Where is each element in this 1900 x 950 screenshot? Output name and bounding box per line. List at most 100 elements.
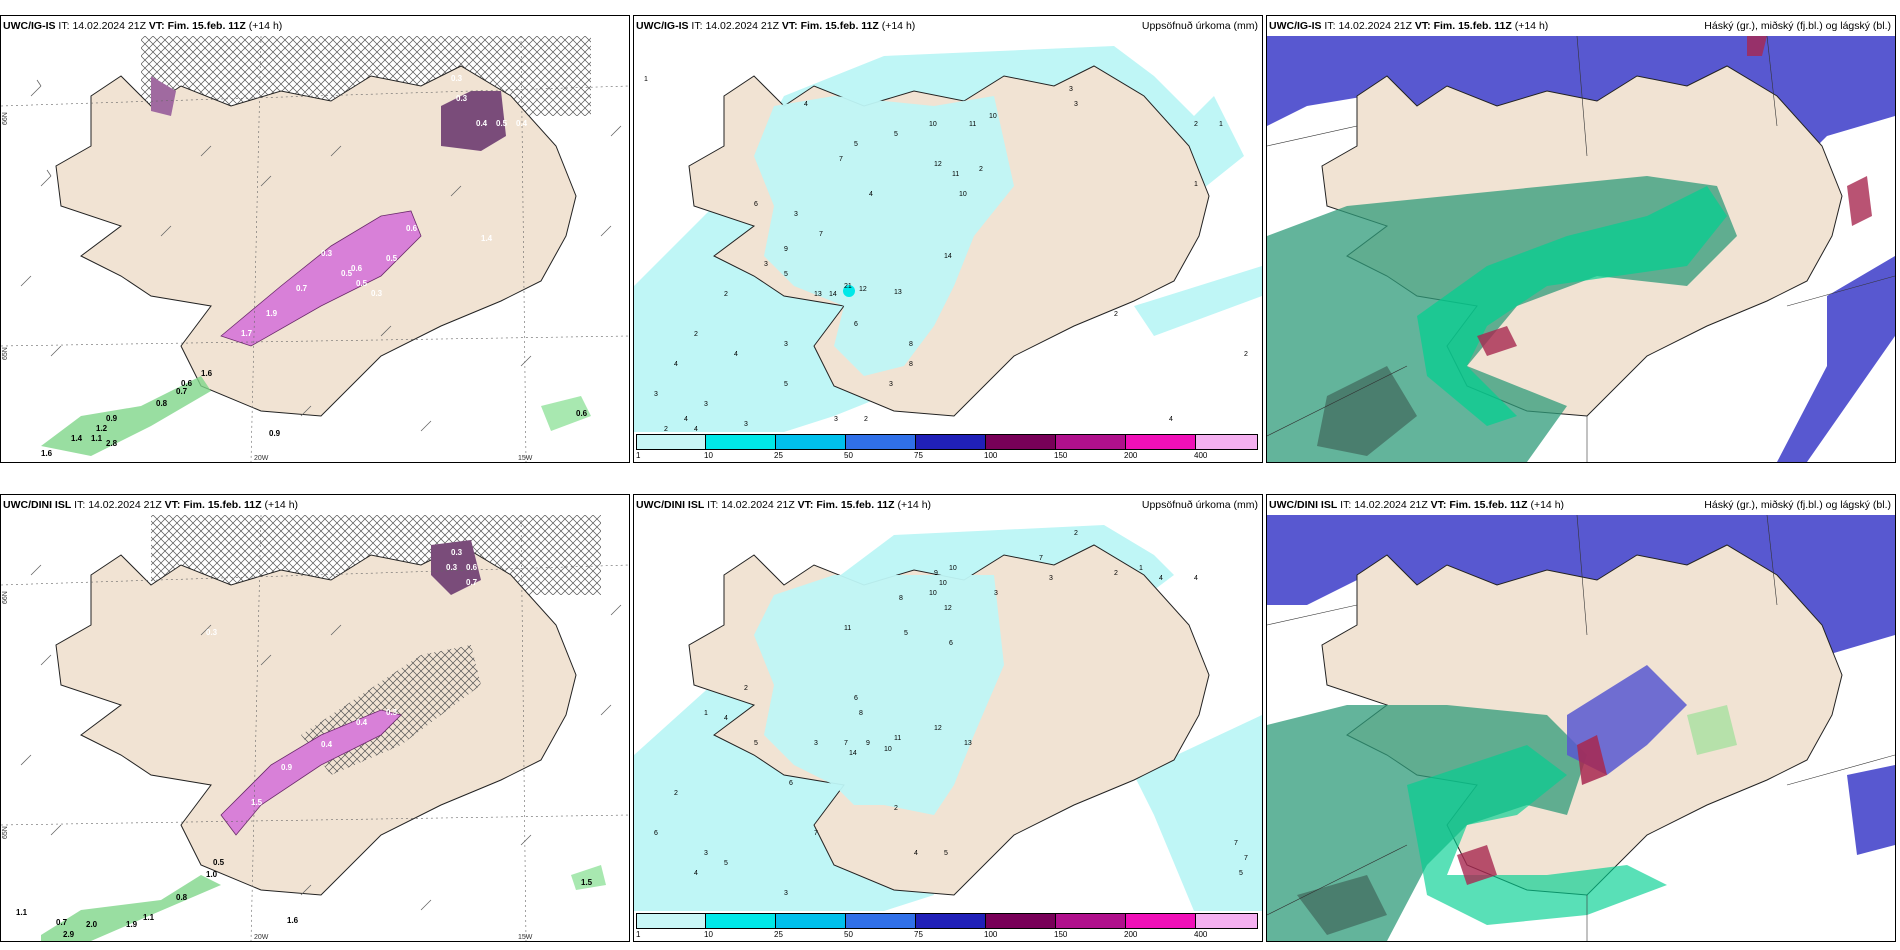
precip-label: 1.4	[71, 434, 83, 443]
precip-value: 7	[819, 231, 823, 238]
precip-value: 3	[814, 740, 818, 747]
colorbar-swatch	[706, 434, 776, 450]
it-label: IT:	[1340, 499, 1352, 511]
green-precip-2	[541, 396, 591, 431]
snow-label: 0.3	[386, 708, 398, 717]
panel-header: UWC/DINI ISL IT: 14.02.2024 21Z VT: Fim.…	[1267, 495, 1895, 515]
precip-max-cell	[843, 285, 855, 297]
colorbar-swatch	[1056, 434, 1126, 450]
colorbar-swatch	[916, 913, 986, 929]
precip-label: 1.1	[16, 908, 28, 917]
snow-label: 0.5	[341, 269, 353, 278]
precip-value: 4	[694, 426, 698, 433]
lat-label-65n: 65N	[2, 826, 9, 839]
precip-value: 11	[844, 625, 851, 632]
precip-value: 3	[704, 401, 708, 408]
init-time: 14.02.2024 21Z	[721, 499, 795, 511]
high-cloud-light	[1687, 705, 1737, 755]
snow-area-north	[431, 540, 481, 595]
vt-label: VT:	[148, 20, 165, 32]
colorbar-tick: 200	[1124, 930, 1138, 939]
precip-value: 2	[664, 426, 668, 433]
colorbar-swatch	[986, 434, 1056, 450]
colorbar-swatch	[636, 913, 706, 929]
vt-label: VT:	[1430, 499, 1447, 511]
precip-area-over-land	[754, 96, 1014, 376]
init-time: 14.02.2024 21Z	[72, 20, 146, 32]
precip-colorbar: 1 10 25 50 75 100 150 200 400	[634, 432, 1262, 462]
precip-value: 6	[754, 201, 758, 208]
snow-label: 0.3	[206, 628, 218, 637]
precip-label: 1.6	[287, 916, 299, 925]
field-title: Háský (gr.), miðský (fj.bl.) og lágský (…	[1704, 499, 1891, 511]
colorbar-tick: 75	[914, 451, 923, 460]
precip-label: 1.6	[41, 449, 53, 458]
precip-value: 5	[894, 131, 898, 138]
precip-value: 1	[704, 710, 708, 717]
mid-cloud-red-s	[1457, 845, 1497, 885]
colorbar-swatch	[706, 913, 776, 929]
precip-label: 0.6	[181, 379, 193, 388]
precip-value: 3	[834, 416, 838, 423]
precip-label: 0.8	[176, 893, 188, 902]
panel-header: UWC/IG-IS IT: 14.02.2024 21Z VT: Fim. 15…	[1267, 16, 1895, 36]
low-cloud-east	[1847, 765, 1895, 855]
snow-label: 0.7	[466, 578, 478, 587]
precip-value: 4	[674, 361, 678, 368]
init-time: 14.02.2024 21Z	[88, 499, 162, 511]
colorbar-tick: 150	[1054, 451, 1068, 460]
field-title: Uppsöfnuð úrkoma (mm)	[1141, 20, 1258, 32]
snow-area-north	[441, 91, 506, 151]
precip-value: 9	[934, 570, 938, 577]
precip-value: 9	[784, 246, 788, 253]
panel-header: UWC/IG-IS IT: 14.02.2024 21Z VT: Fim. 15…	[1, 16, 629, 36]
model-name: UWC/IG-IS	[1269, 20, 1322, 32]
panel-header: UWC/DINI ISL IT: 14.02.2024 21Z VT: Fim.…	[634, 495, 1262, 515]
snow-label: 1.7	[241, 329, 253, 338]
lon-label-20w: 20W	[254, 455, 269, 462]
precip-label: 1.5	[581, 878, 593, 887]
precip-value: 11	[969, 121, 976, 128]
snow-label: 0.6	[406, 224, 418, 233]
precip-label: 0.5	[213, 858, 225, 867]
precip-value: 10	[929, 590, 937, 597]
precip-value: 2	[724, 291, 728, 298]
precip-colorbar: 1 10 25 50 75 100 150 200 400	[634, 911, 1262, 941]
init-time: 14.02.2024 21Z	[1354, 499, 1428, 511]
precip-value: 5	[784, 381, 788, 388]
model-name: UWC/DINI ISL	[636, 499, 705, 511]
precip-value: 2	[864, 416, 868, 423]
snow-label: 0.5	[386, 254, 398, 263]
precip-value: 10	[884, 746, 892, 753]
precip-label: 0.7	[176, 387, 188, 396]
precip-value: 3	[744, 421, 748, 428]
precip-value: 7	[1039, 555, 1043, 562]
colorbar-swatch	[1056, 913, 1126, 929]
colorbar-swatch	[846, 913, 916, 929]
precip-label: 0.7	[56, 918, 68, 927]
precip-value: 1	[1139, 565, 1143, 572]
precip-value: 5	[904, 630, 908, 637]
model-name: UWC/IG-IS	[3, 20, 56, 32]
high-cloud-dark	[1317, 366, 1417, 456]
valid-time: Fim. 15.feb. 11Z	[800, 20, 879, 32]
precip-value: 13	[964, 740, 972, 747]
lead-time: (+14 h)	[248, 20, 283, 32]
colorbar-tick: 150	[1054, 930, 1068, 939]
lead-time: (+14 h)	[1530, 499, 1565, 511]
precip-value: 8	[899, 595, 903, 602]
colorbar-swatch	[1126, 434, 1196, 450]
snow-label: 0.4	[356, 718, 368, 727]
mid-cloud-red	[1477, 326, 1517, 356]
vt-label: VT:	[797, 499, 814, 511]
snow-label: 0.4	[476, 119, 488, 128]
precip-value: 10	[929, 121, 937, 128]
snow-label: 1.9	[266, 309, 278, 318]
it-label: IT:	[74, 499, 86, 511]
precip-value: 5	[944, 850, 948, 857]
precip-label: 0.8	[156, 399, 168, 408]
map-panel-dini-isl-clouds: UWC/DINI ISL IT: 14.02.2024 21Z VT: Fim.…	[1266, 494, 1896, 942]
precip-value: 7	[839, 156, 843, 163]
precip-value: 7	[1244, 855, 1248, 862]
snow-label: 0.4	[516, 119, 528, 128]
